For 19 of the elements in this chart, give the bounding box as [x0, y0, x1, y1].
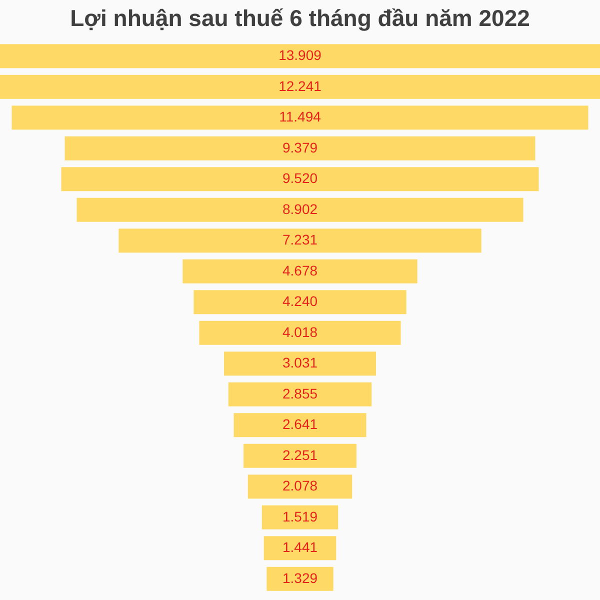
data-label: 3.031	[282, 354, 318, 371]
data-label: 1.519	[282, 508, 318, 524]
data-label: 7.231	[282, 232, 318, 248]
data-label: 12.241	[278, 78, 322, 94]
data-label: 8.902	[282, 200, 318, 217]
data-label: 9.379	[282, 139, 318, 156]
data-label: 13.909	[278, 47, 322, 64]
data-label: 2.641	[282, 416, 318, 432]
data-label: 4.678	[282, 262, 318, 278]
data-label: 4.018	[282, 324, 318, 340]
data-label: 2.078	[282, 478, 318, 494]
data-label: 11.494	[279, 108, 322, 125]
data-label: 1.329	[282, 570, 318, 586]
data-label: 1.441	[282, 539, 318, 556]
text: Lợi nhuận sau thuế 6 tháng đầu năm 2022	[70, 5, 530, 31]
data-label: 9.520	[282, 170, 318, 186]
data-label: 4.240	[282, 293, 318, 310]
data-label: 2.251	[282, 446, 318, 463]
data-label: 2.855	[282, 385, 318, 402]
